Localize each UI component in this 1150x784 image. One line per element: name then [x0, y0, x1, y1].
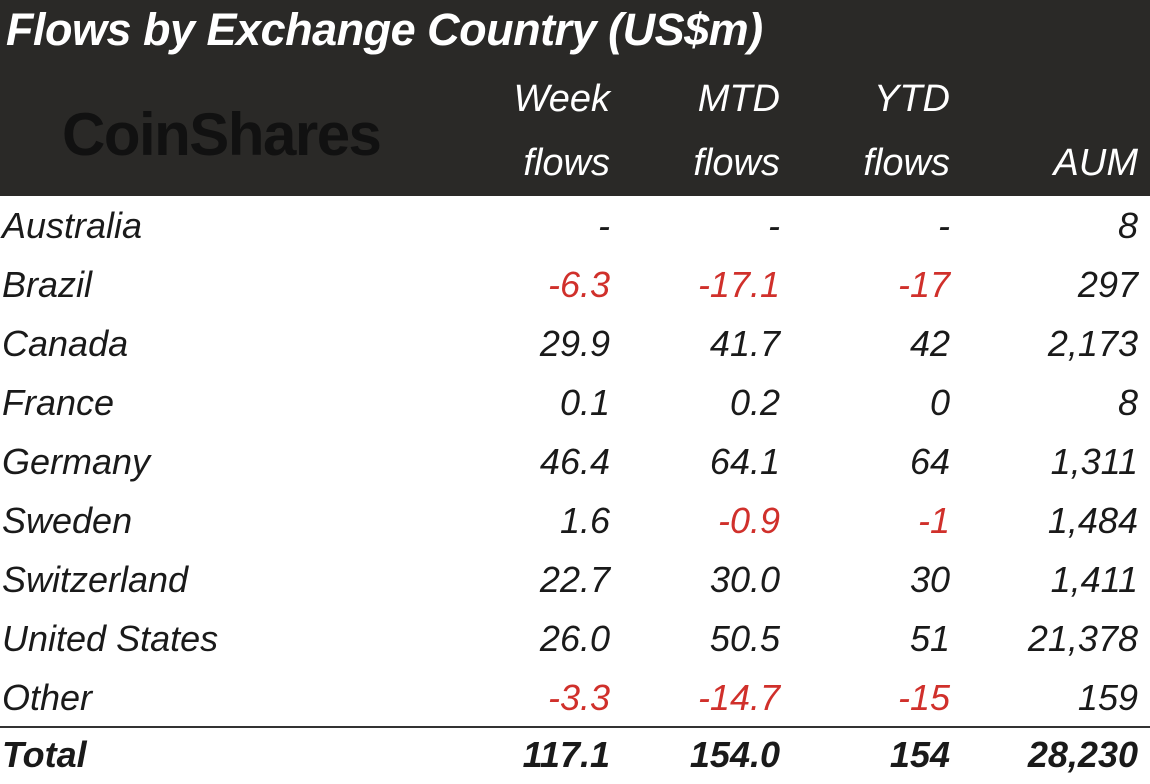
table-cell: 1,484: [1047, 500, 1138, 541]
row-label: Canada: [2, 323, 129, 364]
column-header-line2: flows: [523, 142, 610, 184]
table-cell: 64.1: [709, 441, 780, 482]
table-cell: -1: [917, 500, 950, 541]
table-cell: 50.5: [709, 618, 780, 659]
table-cell: 42: [909, 323, 950, 364]
table-cell: -15: [897, 677, 950, 718]
table-cell: 22.7: [539, 559, 610, 600]
table-cell: 29.9: [539, 323, 610, 364]
table-title: Flows by Exchange Country (US$m): [6, 4, 763, 55]
table-cell: 0: [929, 382, 950, 423]
table-cell: 2,173: [1047, 323, 1138, 364]
row-label: Brazil: [2, 264, 93, 305]
column-header-line1: MTD: [697, 78, 780, 120]
table-cell: 30.0: [709, 559, 780, 600]
column-header-line1: YTD: [874, 78, 950, 120]
row-label: Other: [2, 677, 93, 718]
total-cell: 154: [889, 734, 950, 775]
table-cell: -: [768, 205, 780, 246]
table-cell: -17: [897, 264, 950, 305]
table-cell: -17.1: [697, 264, 780, 305]
total-label: Total: [2, 734, 87, 775]
table-cell: 0.1: [559, 382, 610, 423]
coinshares-logo: CoinShares: [62, 101, 382, 168]
header-bar: [0, 62, 1150, 196]
column-header-line2: flows: [863, 142, 950, 184]
total-cell: 117.1: [522, 734, 610, 775]
row-label: United States: [2, 618, 219, 659]
table-cell: 8: [1117, 205, 1138, 246]
column-header-line2: flows: [693, 142, 780, 184]
table-cell: 46.4: [539, 441, 610, 482]
table-cell: -: [598, 205, 610, 246]
table-cell: 51: [909, 618, 950, 659]
table-cell: -6.3: [547, 264, 610, 305]
table-cell: 30: [909, 559, 950, 600]
total-cell: 28,230: [1027, 734, 1138, 775]
row-label: Australia: [2, 205, 143, 246]
table-cell: 64: [909, 441, 950, 482]
table-cell: 159: [1077, 677, 1138, 718]
table-cell: -14.7: [697, 677, 780, 718]
table-cell: 26.0: [539, 618, 610, 659]
row-label: Sweden: [2, 500, 133, 541]
table-cell: -0.9: [717, 500, 780, 541]
table-cell: 8: [1117, 382, 1138, 423]
title-bar: Flows by Exchange Country (US$m): [0, 0, 1150, 62]
row-label: Switzerland: [2, 559, 189, 600]
column-header-line2: AUM: [1053, 142, 1138, 184]
table-cell: 1,311: [1050, 441, 1138, 482]
column-header-line1: Week: [513, 78, 610, 120]
table-cell: 21,378: [1027, 618, 1138, 659]
total-divider: [0, 726, 1150, 728]
table-cell: 1,411: [1050, 559, 1138, 600]
table-cell: 41.7: [709, 323, 780, 364]
table-cell: 297: [1077, 264, 1138, 305]
table-cell: 1.6: [559, 500, 610, 541]
table-cell: -3.3: [547, 677, 610, 718]
table-cell: 0.2: [729, 382, 780, 423]
total-cell: 154.0: [689, 734, 780, 775]
row-label: Germany: [2, 441, 151, 482]
table-cell: -: [938, 205, 950, 246]
row-label: France: [2, 382, 115, 423]
